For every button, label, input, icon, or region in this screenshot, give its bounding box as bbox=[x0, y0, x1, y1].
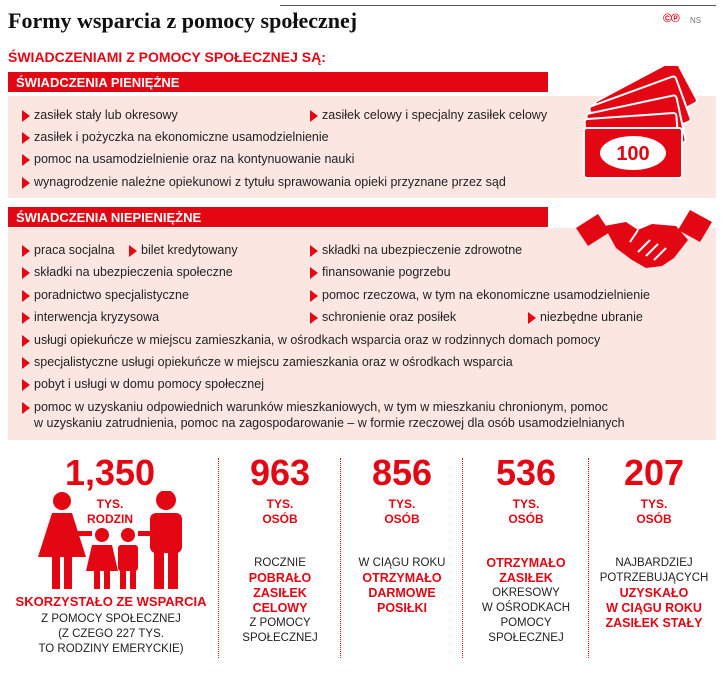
stat-desc-line: ROCZNIE bbox=[254, 557, 306, 569]
nonmoney-item: pobyt i usługi w domu pomocy społecznej bbox=[22, 377, 264, 391]
stat-desc: W CIĄGU ROKU OTRZYMAŁO DARMOWE POSIŁKI bbox=[344, 556, 460, 616]
stat-unit: OSÓB bbox=[636, 512, 672, 526]
stat-desc-line: POTRZEBUJĄCYCH bbox=[599, 572, 709, 584]
stat-desc-highlight: POSIŁKI bbox=[376, 601, 427, 615]
banknote-value: 100 bbox=[616, 143, 649, 165]
stat-value: 207 bbox=[623, 452, 685, 493]
nonmoney-item: schronienie oraz posiłek bbox=[309, 310, 457, 324]
stat-desc-line: SPOŁECZNEJ bbox=[488, 632, 564, 644]
stat-desc-line: TO RODZINY EMERYCKIE) bbox=[38, 643, 184, 655]
stat-desc-line: Z POMOCY bbox=[249, 617, 311, 629]
stat-unit: TYS. bbox=[512, 497, 540, 511]
money-item: zasiłek stały lub okresowy bbox=[22, 108, 178, 122]
banknotes-icon: 100 bbox=[583, 66, 698, 179]
nonmoney-item: specjalistyczne usługi opiekuńcze w miej… bbox=[22, 355, 513, 369]
stat-value: 1,350 bbox=[64, 452, 156, 493]
nonmoney-item: praca socjalna bbox=[22, 243, 115, 257]
section-subtitle: ŚWIADCZENIAMI Z POMOCY SPOŁECZNEJ SĄ: bbox=[8, 49, 326, 65]
money-item: zasiłek i pożyczka na ekonomiczne usamod… bbox=[22, 130, 329, 144]
stat-desc: Z POMOCY SPOŁECZNEJ (Z CZEGO 227 TYS. TO… bbox=[6, 612, 216, 657]
nonmoney-item: usługi opiekuńcze w miejscu zamieszkania… bbox=[21, 333, 601, 347]
page-title: Formy wsparcia z pomocy społecznej bbox=[8, 8, 358, 33]
stat-desc-highlight: POBRAŁO bbox=[248, 571, 312, 585]
stat-desc-highlight: ZASIŁEK bbox=[499, 571, 553, 585]
stat-unit: RODZIN bbox=[87, 512, 133, 526]
stat-desc-highlight: W CIĄGU ROKU bbox=[606, 601, 702, 615]
stat-desc-line: POMOCY bbox=[500, 617, 552, 629]
nonmoney-panel bbox=[8, 228, 716, 440]
stat-desc-line: (Z CZEGO 227 TYS. bbox=[58, 628, 164, 640]
handshake-icon bbox=[576, 210, 712, 268]
stat-desc-highlight: CELOWY bbox=[252, 601, 308, 615]
publisher-logo-ns: NS bbox=[690, 16, 702, 25]
stats-divider bbox=[462, 458, 463, 658]
money-item: pomoc na usamodzielnienie oraz na kontyn… bbox=[21, 152, 355, 166]
stat-unit: OSÓB bbox=[384, 512, 420, 526]
money-item: zasiłek celowy i specjalny zasiłek celow… bbox=[309, 108, 548, 122]
stat-unit: OSÓB bbox=[262, 512, 298, 526]
stat-desc-line: NAJBARDZIEJ bbox=[615, 557, 693, 569]
nonmoney-item-continued: w uzyskaniu zatrudnienia, pomoc na zagos… bbox=[34, 416, 625, 430]
stat-desc-highlight: OTRZYMAŁO bbox=[486, 556, 566, 570]
stat-unit: TYS. bbox=[388, 497, 416, 511]
money-item: wynagrodzenie należne opiekunowi z tytuł… bbox=[22, 175, 506, 189]
stat-desc: ROCZNIE POBRAŁO ZASIŁEK CELOWY Z POMOCY … bbox=[222, 556, 338, 646]
stat-unit: OSÓB bbox=[508, 512, 544, 526]
stat-desc-line: Z POMOCY SPOŁECZNEJ bbox=[41, 613, 181, 625]
stats-divider bbox=[218, 458, 219, 658]
stat-desc-line: W CIĄGU ROKU bbox=[358, 557, 446, 569]
stat-highlight: SKORZYSTAŁO ZE WSPARCIA bbox=[15, 594, 207, 609]
nonmoney-item: składki na ubezpieczenia społeczne bbox=[22, 265, 233, 279]
stat-desc-highlight: ZASIŁEK bbox=[253, 586, 307, 600]
nonmoney-item: niezbędne ubranie bbox=[528, 310, 643, 324]
nonmoney-item: poradnictwo specjalistyczne bbox=[22, 288, 189, 302]
nonmoney-item: interwencja kryzysowa bbox=[21, 310, 160, 324]
stat-desc-highlight: UZYSKAŁO bbox=[619, 586, 689, 600]
stat-value: 536 bbox=[495, 452, 557, 493]
nonmoney-item: finansowanie pogrzebu bbox=[310, 265, 451, 279]
nonmoney-item: pomoc w uzyskaniu odpowiednich warunków … bbox=[22, 400, 608, 414]
money-heading: ŚWIADCZENIA PIENIĘŻNE bbox=[8, 72, 548, 92]
stat-desc: OTRZYMAŁO ZASIŁEK OKRESOWY W OŚRODKACH P… bbox=[466, 556, 586, 646]
nonmoney-item: składki na ubezpieczenie zdrowotne bbox=[309, 243, 523, 257]
publisher-logo: ©℗ bbox=[663, 11, 680, 25]
stat-desc-highlight: ZASIŁEK STAŁY bbox=[605, 616, 703, 630]
stat-value: 963 bbox=[249, 452, 311, 493]
stat-desc: NAJBARDZIEJ POTRZEBUJĄCYCH UZYSKAŁO W CI… bbox=[592, 556, 716, 631]
family-icon bbox=[38, 491, 182, 589]
stat-value: 856 bbox=[371, 452, 433, 493]
top-rule bbox=[280, 5, 716, 6]
nonmoney-item: bilet kredytowany bbox=[129, 243, 238, 257]
nonmoney-item: pomoc rzeczowa, w tym na ekonomiczne usa… bbox=[310, 288, 650, 302]
stat-unit: TYS. bbox=[640, 497, 668, 511]
nonmoney-heading: ŚWIADCZENIA NIEPIENIĘŻNE bbox=[8, 207, 548, 227]
stats-divider bbox=[340, 458, 341, 658]
stat-desc-line: SPOŁECZNEJ bbox=[242, 632, 318, 644]
stats-divider bbox=[588, 458, 589, 658]
stat-desc-line: W OŚRODKACH bbox=[481, 602, 571, 614]
stat-unit: TYS. bbox=[266, 497, 294, 511]
stat-desc-highlight: OTRZYMAŁO bbox=[362, 571, 442, 585]
stat-desc-line: OKRESOWY bbox=[492, 587, 560, 599]
stat-unit: TYS. bbox=[96, 497, 124, 511]
stat-desc-highlight: DARMOWE bbox=[368, 586, 436, 600]
